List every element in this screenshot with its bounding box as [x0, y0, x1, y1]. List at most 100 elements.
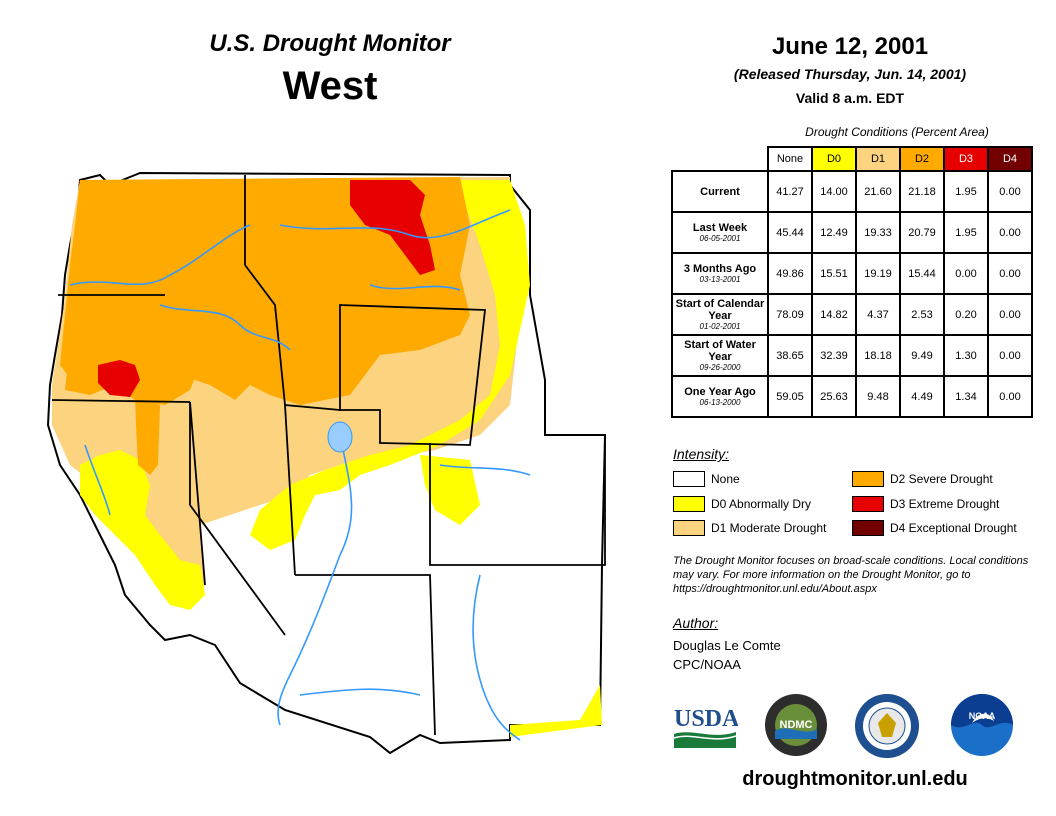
stats-header-blank: [672, 147, 768, 171]
legend-label: D4 Exceptional Drought: [890, 521, 1017, 535]
region-title: West: [282, 64, 378, 108]
row-label: Current: [671, 170, 769, 213]
legend-label: D0 Abnormally Dry: [711, 497, 812, 511]
wy-block: [339, 304, 487, 446]
stat-cell: 21.18: [899, 170, 945, 213]
footer-url[interactable]: droughtmonitor.unl.edu: [742, 768, 968, 790]
row-label: 3 Months Ago 03-13-2001: [671, 252, 769, 295]
stat-cell: 0.20: [943, 293, 989, 336]
col-header-d1: D1: [855, 146, 901, 172]
stat-cell: 45.44: [767, 211, 813, 254]
nv-utah-border: [189, 401, 206, 586]
stats-row-one-year-ago: One Year Ago 06-13-2000 59.05 25.63 9.48 …: [671, 375, 1033, 418]
noaa-logo: NOAA: [951, 694, 1013, 756]
legend-swatch: [852, 496, 884, 512]
col-header-d2: D2: [899, 146, 945, 172]
stat-cell: 2.53: [899, 293, 945, 336]
ca-nv-diagonal: [189, 402, 286, 636]
ndmc-logo-text: NDMC: [780, 719, 813, 731]
drought-stats-table: None D0 D1 D2 D3 D4 Current 41.27 14.00 …: [671, 146, 1033, 418]
disclaimer-note: The Drought Monitor focuses on broad-sca…: [673, 555, 1029, 595]
drought-d0-area-west: [80, 450, 205, 610]
ndmc-logo: NDMC: [765, 694, 827, 756]
legend-label: D1 Moderate Drought: [711, 521, 827, 535]
stat-cell: 78.09: [767, 293, 813, 336]
release-date: (Released Thursday, Jun. 14, 2001): [733, 66, 967, 82]
stat-cell: 25.63: [811, 375, 857, 418]
stat-cell: 49.86: [767, 252, 813, 295]
stat-cell: 12.49: [811, 211, 857, 254]
legend-swatch: [673, 471, 705, 487]
legend-swatch: [852, 471, 884, 487]
stat-cell: 14.82: [811, 293, 857, 336]
noaa-logo-text: NOAA: [969, 711, 996, 721]
stat-cell: 9.49: [899, 334, 945, 377]
stats-row-last-week: Last Week 06-05-2001 45.44 12.49 19.33 20…: [671, 211, 1033, 254]
legend-item-d1: D1 Moderate Drought: [673, 520, 826, 536]
legend-swatch: [673, 520, 705, 536]
legend-item-none: None: [673, 471, 740, 487]
row-label: One Year Ago 06-13-2000: [671, 375, 769, 418]
row-label: Start of Water Year 09-26-2000: [671, 334, 769, 377]
snake-river: [159, 304, 291, 351]
col-header-none: None: [767, 146, 813, 172]
row-label: Last Week 06-05-2001: [671, 211, 769, 254]
usda-logo-text: USDA: [674, 706, 738, 732]
stat-cell: 0.00: [987, 375, 1033, 418]
drought-d0-area-south: [510, 685, 602, 737]
stat-cell: 0.00: [987, 293, 1033, 336]
author-name: Douglas Le Comte: [673, 638, 781, 653]
stat-cell: 15.51: [811, 252, 857, 295]
rio-grande: [472, 574, 521, 741]
legend-label: D2 Severe Drought: [890, 472, 993, 486]
stats-row-start-water-year: Start of Water Year 09-26-2000 38.65 32.3…: [671, 334, 1033, 377]
stat-cell: 0.00: [987, 211, 1033, 254]
rivers: [69, 209, 531, 741]
stats-row-3-months-ago: 3 Months Ago 03-13-2001 49.86 15.51 19.19…: [671, 252, 1033, 295]
map-title: U.S. Drought Monitor: [209, 30, 451, 57]
id-mt-border: [244, 175, 341, 411]
legend-item-d4: D4 Exceptional Drought: [852, 520, 1017, 536]
gila-river: [299, 688, 421, 696]
stat-cell: 4.37: [855, 293, 901, 336]
stat-cell: 15.44: [899, 252, 945, 295]
platte-river: [439, 464, 531, 476]
stat-cell: 0.00: [987, 334, 1033, 377]
co-block: [429, 435, 606, 566]
stats-row-current: Current 41.27 14.00 21.60 21.18 1.95 0.0…: [671, 170, 1033, 213]
author-heading: Author:: [673, 615, 719, 631]
stat-cell: 4.49: [899, 375, 945, 418]
col-header-d3: D3: [943, 146, 989, 172]
or-ca-border: [51, 399, 191, 403]
col-header-d4: D4: [987, 146, 1033, 172]
stat-cell: 18.18: [855, 334, 901, 377]
commerce-seal-logo: [855, 694, 919, 758]
ut-co-border: [284, 404, 296, 576]
stat-cell: 0.00: [987, 252, 1033, 295]
drought-map: [46, 171, 607, 755]
stat-cell: 9.48: [855, 375, 901, 418]
drought-d0-area-east: [250, 180, 530, 550]
legend-swatch: [852, 520, 884, 536]
stat-cell: 0.00: [987, 170, 1033, 213]
drought-d2-area-ca: [135, 395, 160, 475]
legend-item-d3: D3 Extreme Drought: [852, 496, 999, 512]
sacramento-river: [84, 444, 111, 516]
colorado-river: [277, 434, 353, 726]
legend-label: None: [711, 472, 740, 486]
stat-cell: 21.60: [855, 170, 901, 213]
stats-row-start-calendar-year: Start of Calendar Year 01-02-2001 78.09 1…: [671, 293, 1033, 336]
stat-cell: 38.65: [767, 334, 813, 377]
stats-header-row: None D0 D1 D2 D3 D4: [672, 146, 1033, 172]
state-boundaries: [51, 175, 606, 736]
stat-cell: 0.00: [943, 252, 989, 295]
missouri-river: [279, 209, 511, 239]
stat-cell: 59.05: [767, 375, 813, 418]
stat-cell: 19.19: [855, 252, 901, 295]
col-header-d0: D0: [811, 146, 857, 172]
stat-cell: 19.33: [855, 211, 901, 254]
great-salt-lake: [327, 421, 353, 453]
legend-item-d0: D0 Abnormally Dry: [673, 496, 811, 512]
map-date: June 12, 2001: [771, 33, 929, 60]
author-org: CPC/NOAA: [673, 657, 741, 672]
